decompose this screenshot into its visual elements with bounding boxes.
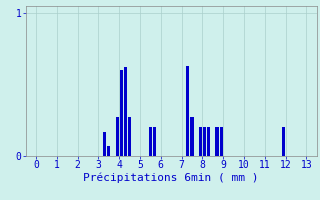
Bar <box>190 117 194 156</box>
Bar <box>203 127 206 156</box>
Bar <box>220 127 223 156</box>
Bar <box>120 70 123 156</box>
Bar <box>153 127 156 156</box>
Bar <box>128 117 131 156</box>
Bar <box>199 127 202 156</box>
Bar <box>124 67 127 156</box>
Bar <box>186 66 189 156</box>
Bar <box>107 146 110 156</box>
Bar <box>207 127 210 156</box>
Bar <box>149 127 152 156</box>
Bar <box>116 117 119 156</box>
Bar <box>103 132 106 156</box>
Bar <box>215 127 219 156</box>
X-axis label: Précipitations 6min ( mm ): Précipitations 6min ( mm ) <box>84 173 259 183</box>
Bar <box>282 127 285 156</box>
